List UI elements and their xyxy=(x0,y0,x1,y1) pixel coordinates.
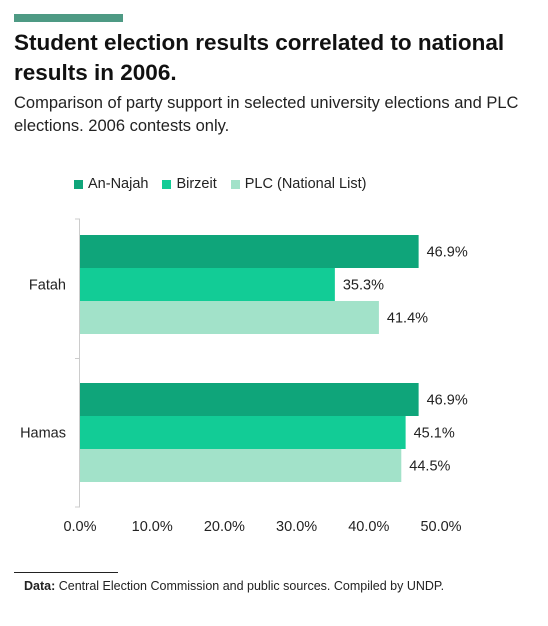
x-tick-label: 50.0% xyxy=(420,519,461,535)
category-label-fatah: Fatah xyxy=(29,278,66,294)
bar-fatah-0 xyxy=(80,235,419,268)
bar-chart: Fatah 46.9% 35.3% 41.4% Hamas 46.9% 45.1% 44.5%… xyxy=(20,218,468,535)
legend-swatch-an-najah xyxy=(74,179,83,189)
x-tick-label: 40.0% xyxy=(348,519,389,535)
bar-hamas-2 xyxy=(80,449,402,482)
accent-bar xyxy=(14,14,123,22)
footer-rule xyxy=(14,572,118,573)
data-label-hamas-2: 44.5% xyxy=(409,459,450,475)
bar-fatah-1 xyxy=(80,268,335,301)
data-label-hamas-0: 46.9% xyxy=(427,393,468,409)
data-label-fatah-1: 35.3% xyxy=(343,278,384,294)
legend-item-an-najah: An-Najah xyxy=(74,176,148,192)
x-tick-label: 20.0% xyxy=(204,519,245,535)
legend-swatch-plc xyxy=(230,179,240,189)
legend-label-an-najah: An-Najah xyxy=(88,176,149,192)
legend-item-birzeit: Birzeit xyxy=(162,176,217,192)
chart-title: Student election results correlated to n… xyxy=(14,30,505,85)
data-label-fatah-0: 46.9% xyxy=(427,245,468,261)
chart-subtitle: Comparison of party support in selected … xyxy=(14,94,519,135)
bar-fatah-2 xyxy=(80,301,379,334)
data-label-hamas-1: 45.1% xyxy=(414,426,455,442)
bar-hamas-1 xyxy=(80,416,406,449)
x-tick-label: 30.0% xyxy=(276,519,317,535)
category-label-hamas: Hamas xyxy=(20,426,66,442)
legend-swatch-birzeit xyxy=(162,179,172,189)
x-tick-label: 0.0% xyxy=(63,519,96,535)
legend-label-birzeit: Birzeit xyxy=(176,176,217,192)
x-tick-label: 10.0% xyxy=(132,519,173,535)
source-text: Central Election Commission and public s… xyxy=(58,579,445,593)
legend: An-Najah Birzeit PLC (National List) xyxy=(74,176,380,192)
data-label-fatah-2: 41.4% xyxy=(387,311,428,327)
bar-hamas-0 xyxy=(80,383,419,416)
legend-item-plc: PLC (National List) xyxy=(230,176,367,192)
source-label: Data: xyxy=(24,579,56,593)
legend-label-plc: PLC (National List) xyxy=(244,176,367,192)
source-note: Data: Central Election Commission and pu… xyxy=(24,579,444,593)
